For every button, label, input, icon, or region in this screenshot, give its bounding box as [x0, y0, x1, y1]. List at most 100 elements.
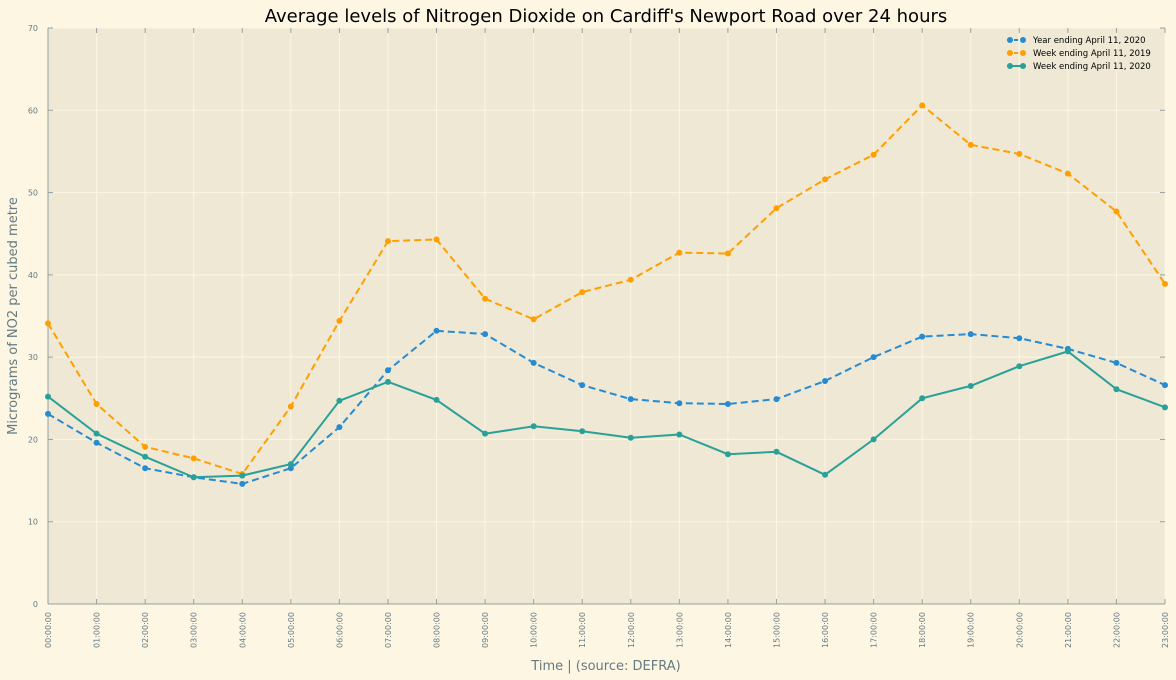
data-point — [773, 448, 780, 455]
legend-label: Year ending April 11, 2020 — [1032, 36, 1146, 46]
x-tick-label: 07:00:00 — [384, 612, 393, 648]
x-tick-label: 12:00:00 — [627, 612, 636, 648]
series-line — [47, 103, 1166, 476]
data-point — [870, 151, 877, 158]
y-tick-label: 20 — [28, 435, 38, 444]
data-point — [530, 316, 537, 323]
data-point — [482, 430, 489, 437]
data-point — [45, 320, 51, 327]
x-tick-label: 05:00:00 — [287, 612, 296, 648]
data-point — [579, 382, 586, 389]
x-tick-label: 09:00:00 — [481, 612, 490, 648]
x-tick-label: 15:00:00 — [772, 612, 781, 648]
grid — [47, 27, 1166, 605]
x-tick-label: 00:00:00 — [44, 612, 53, 648]
data-point — [287, 465, 294, 472]
chart-title: Average levels of Nitrogen Dioxide on Ca… — [265, 6, 948, 27]
data-point — [482, 331, 489, 338]
legend: Year ending April 11, 2020 Week ending Ap… — [1007, 36, 1151, 72]
data-point — [579, 289, 586, 296]
x-tick-label: 06:00:00 — [335, 612, 344, 648]
data-point — [822, 378, 829, 385]
data-point — [384, 378, 391, 385]
x-tick-label: 21:00:00 — [1064, 612, 1073, 648]
data-point — [822, 176, 829, 183]
data-point — [45, 410, 51, 417]
x-tick-label: 10:00:00 — [530, 612, 539, 648]
data-point — [724, 250, 731, 257]
data-point — [45, 393, 51, 400]
data-point — [822, 471, 829, 478]
data-point — [93, 439, 100, 446]
data-point — [433, 236, 440, 243]
series-line — [47, 350, 1166, 479]
x-tick-label: 11:00:00 — [578, 612, 587, 648]
data-point — [336, 397, 343, 404]
series-2 — [45, 102, 1168, 477]
data-point — [384, 238, 391, 245]
legend-marker — [1020, 50, 1026, 56]
data-point — [93, 401, 100, 408]
data-point — [1064, 348, 1071, 355]
x-tick-label: 17:00:00 — [870, 612, 879, 648]
y-tick-label: 0 — [33, 600, 38, 609]
y-tick-label: 10 — [28, 518, 38, 527]
data-point — [724, 401, 731, 408]
data-point — [967, 382, 974, 389]
legend-marker — [1007, 37, 1013, 43]
x-tick-label: 01:00:00 — [93, 612, 102, 648]
data-point — [724, 451, 731, 458]
data-point — [1162, 382, 1168, 389]
axes: 0 10 20 30 40 50 60 70 00:00:00 01:00:00 02:00:00 0… — [28, 24, 1170, 648]
data-point — [919, 102, 926, 109]
legend-label: Week ending April 11, 2019 — [1033, 49, 1151, 59]
x-tick-label: 22:00:00 — [1112, 612, 1121, 648]
data-point — [239, 472, 246, 479]
x-tick-label: 20:00:00 — [1015, 612, 1024, 648]
x-tick-label: 18:00:00 — [918, 612, 927, 648]
data-point — [919, 395, 926, 402]
data-point — [967, 141, 974, 148]
data-point — [1162, 280, 1168, 287]
series-group — [45, 102, 1168, 487]
plot-area — [48, 28, 1165, 604]
data-point — [919, 333, 926, 340]
data-point — [190, 455, 197, 462]
data-point — [142, 443, 149, 450]
data-point — [1162, 404, 1168, 411]
x-tick-label: 08:00:00 — [433, 612, 442, 648]
data-point — [627, 276, 634, 283]
data-point — [676, 431, 683, 438]
x-tick-label: 16:00:00 — [821, 612, 830, 648]
legend-marker — [1020, 63, 1026, 69]
data-point — [773, 396, 780, 403]
x-tick-label: 19:00:00 — [967, 612, 976, 648]
y-tick-label: 60 — [28, 106, 38, 115]
data-point — [627, 434, 634, 441]
data-point — [384, 367, 391, 374]
data-point — [1113, 359, 1120, 366]
data-point — [482, 295, 489, 302]
data-point — [870, 354, 877, 361]
x-tick-label: 14:00:00 — [724, 612, 733, 648]
data-point — [870, 436, 877, 443]
x-tick-label: 02:00:00 — [141, 612, 150, 648]
data-point — [336, 317, 343, 324]
data-point — [627, 396, 634, 403]
y-tick-label: 30 — [28, 353, 38, 362]
data-point — [1016, 150, 1023, 157]
data-point — [287, 403, 294, 410]
y-axis-title: Micrograms of NO2 per cubed metre — [6, 197, 21, 435]
y-tick-label: 50 — [28, 189, 38, 198]
x-tick-label: 03:00:00 — [190, 612, 199, 648]
data-point — [530, 423, 537, 430]
legend-marker — [1007, 50, 1013, 56]
data-point — [93, 430, 100, 437]
data-point — [676, 400, 683, 407]
legend-marker — [1007, 63, 1013, 69]
data-point — [530, 359, 537, 366]
x-tick-label: 13:00:00 — [675, 612, 684, 648]
data-point — [336, 424, 343, 431]
data-point — [142, 453, 149, 460]
